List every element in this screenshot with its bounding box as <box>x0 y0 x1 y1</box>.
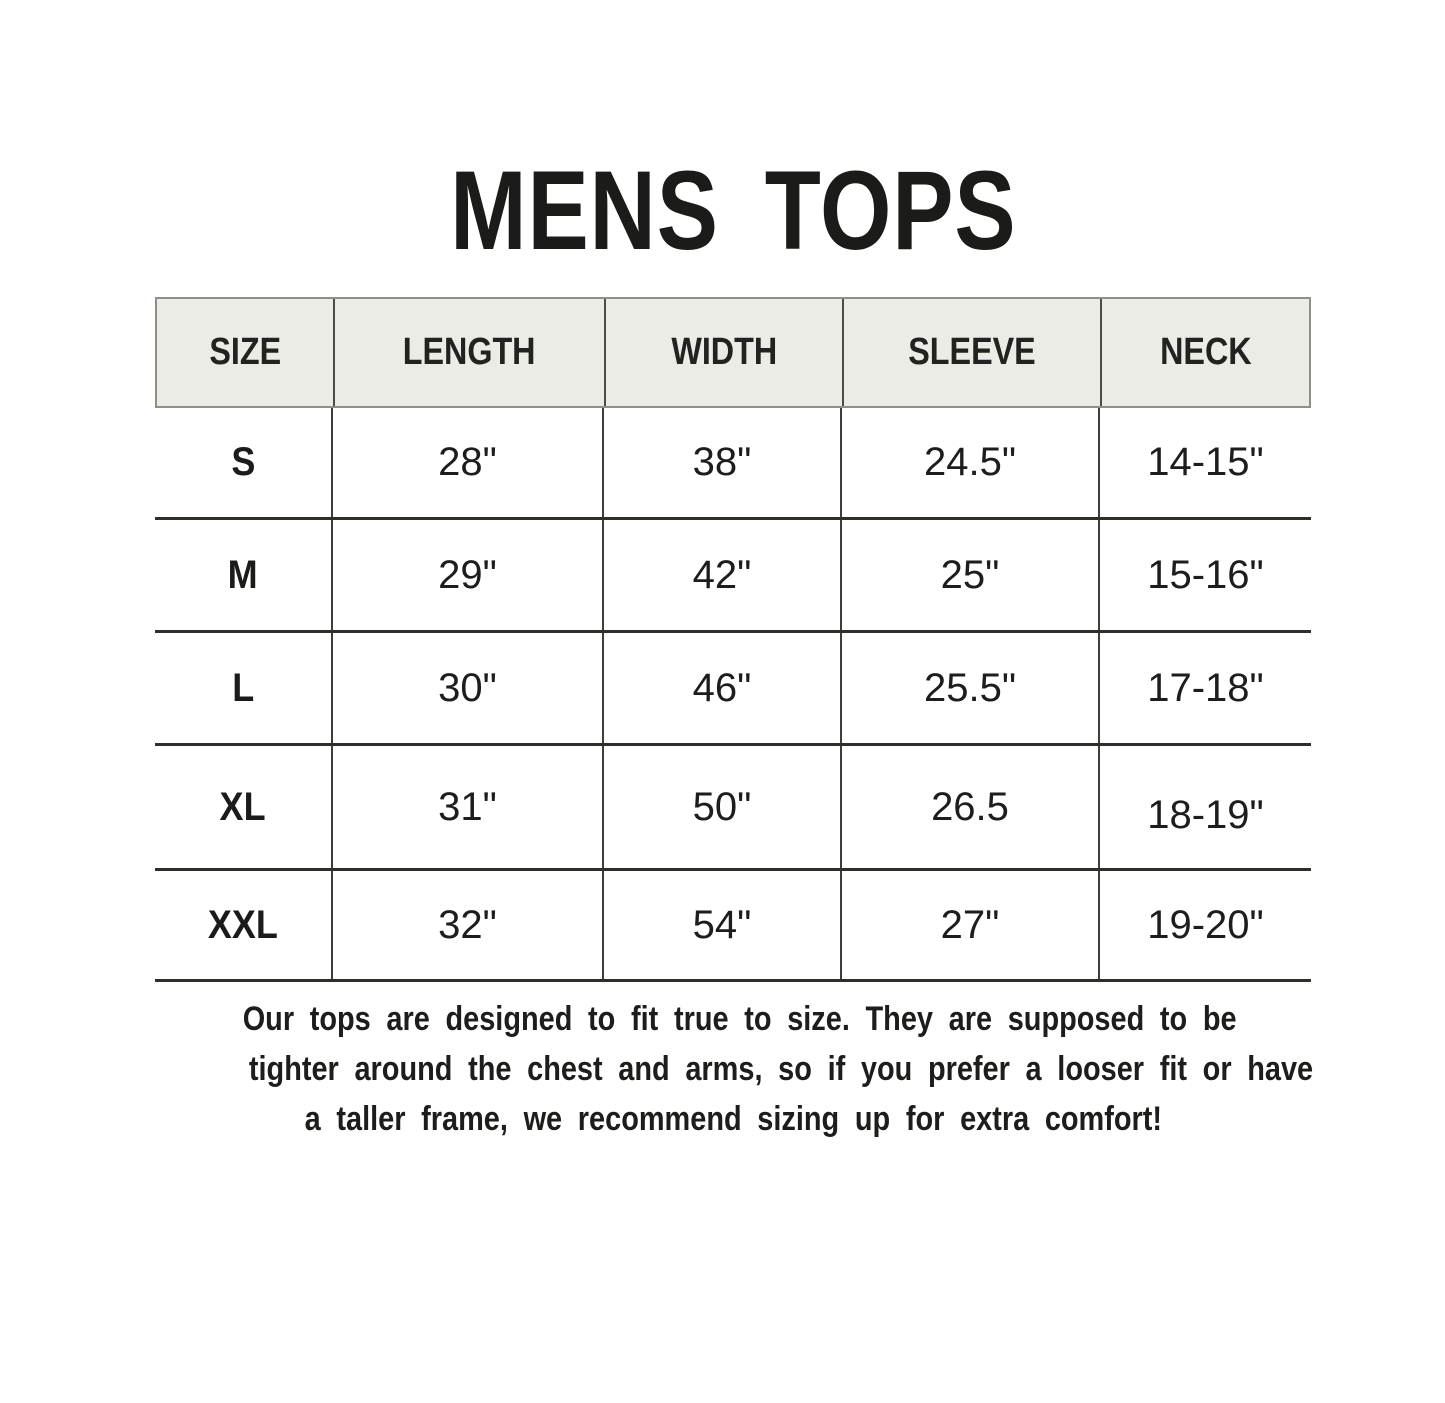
neck-cell: 18-19" <box>1147 792 1264 837</box>
sleeve-cell: 26.5 <box>842 746 1100 868</box>
neck-cell: 17-18" <box>1147 665 1264 710</box>
size-value: S <box>230 440 256 484</box>
header-width: WIDTH <box>606 299 844 406</box>
fit-note-text: a taller frame, we recommend sizing up f… <box>304 1100 1162 1138</box>
width-cell: 42" <box>604 520 842 630</box>
fit-note: Our tops are designed to fit true to siz… <box>155 994 1314 1144</box>
length-cell: 28" <box>333 408 604 517</box>
size-cell: M <box>155 520 333 630</box>
width-cell: 38" <box>604 408 842 517</box>
width-cell: 46" <box>604 633 842 743</box>
header-sleeve: SLEEVE <box>844 299 1102 406</box>
header-neck: NECK <box>1102 299 1309 406</box>
header-width-label: WIDTH <box>671 331 777 373</box>
fit-note-text: tighter around the chest and arms, so if… <box>248 1050 1314 1088</box>
header-size: SIZE <box>157 299 335 406</box>
header-size-label: SIZE <box>209 331 281 373</box>
size-value: XL <box>219 784 267 829</box>
table-row: M 29" 42" 25" 15-16" <box>155 520 1311 633</box>
neck-cell: 14-15" <box>1147 440 1264 484</box>
size-chart-page: MENS TOPS SIZE LENGTH WIDTH SLEEVE NECK … <box>155 145 1314 1144</box>
size-cell: XXL <box>155 871 333 979</box>
width-cell: 54" <box>604 871 842 979</box>
table-body: S 28" 38" 24.5" 14-15" M 29" 42" 25" 15-… <box>155 408 1311 982</box>
page-title: MENS TOPS <box>155 145 1311 277</box>
size-chart-table: SIZE LENGTH WIDTH SLEEVE NECK S 28" 38" … <box>155 297 1311 982</box>
header-sleeve-label: SLEEVE <box>908 331 1036 373</box>
size-cell: XL <box>155 746 333 868</box>
size-cell: S <box>155 408 333 517</box>
length-cell: 31" <box>333 746 604 868</box>
fit-note-text: Our tops are designed to fit true to siz… <box>242 1000 1237 1038</box>
fit-note-line: Our tops are designed to fit true to siz… <box>155 994 1311 1044</box>
table-header-row: SIZE LENGTH WIDTH SLEEVE NECK <box>155 297 1311 408</box>
length-cell: 29" <box>333 520 604 630</box>
page-title-text: MENS TOPS <box>449 148 1017 273</box>
header-neck-label: NECK <box>1159 331 1252 373</box>
sleeve-cell: 24.5" <box>842 408 1100 517</box>
neck-cell: 15-16" <box>1147 552 1264 597</box>
table-row: S 28" 38" 24.5" 14-15" <box>155 408 1311 520</box>
sleeve-cell: 25" <box>842 520 1100 630</box>
size-value: L <box>232 665 254 710</box>
fit-note-line: tighter around the chest and arms, so if… <box>155 1044 1314 1094</box>
length-cell: 32" <box>333 871 604 979</box>
table-row: XL 31" 50" 26.5 18-19" <box>155 746 1311 871</box>
header-length: LENGTH <box>335 299 606 406</box>
neck-cell: 19-20" <box>1147 902 1264 947</box>
size-value: M <box>227 552 258 597</box>
width-cell: 50" <box>604 746 842 868</box>
table-row: L 30" 46" 25.5" 17-18" <box>155 633 1311 746</box>
header-length-label: LENGTH <box>403 331 536 373</box>
sleeve-cell: 25.5" <box>842 633 1100 743</box>
size-cell: L <box>155 633 333 743</box>
size-value: XXL <box>207 902 279 947</box>
sleeve-cell: 27" <box>842 871 1100 979</box>
table-row: XXL 32" 54" 27" 19-20" <box>155 871 1311 982</box>
length-cell: 30" <box>333 633 604 743</box>
fit-note-line: a taller frame, we recommend sizing up f… <box>155 1094 1311 1144</box>
